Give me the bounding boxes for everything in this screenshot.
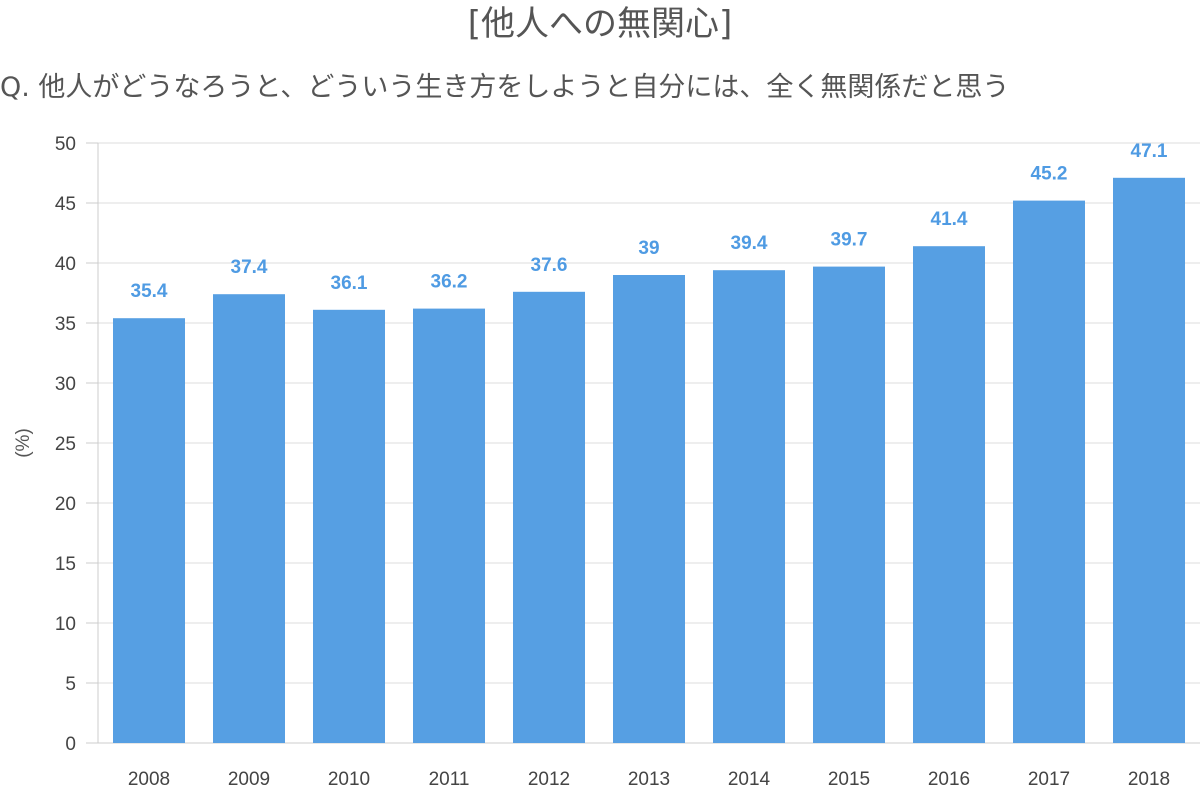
bar-2010 bbox=[313, 309, 385, 743]
y-axis-title: (%) bbox=[13, 428, 34, 458]
data-label-2012: 37.6 bbox=[531, 255, 568, 276]
y-tick-label: 25 bbox=[55, 434, 76, 455]
data-label-2011: 36.2 bbox=[431, 272, 468, 293]
y-tick-label: 35 bbox=[55, 314, 76, 335]
bar-2016 bbox=[913, 246, 985, 743]
x-tick-label-2017: 2017 bbox=[1028, 769, 1070, 790]
y-tick-label: 30 bbox=[55, 374, 76, 395]
x-tick-labels: 2008 2009 2010 2011 2012 2013 2014 2015 2016 2017… bbox=[128, 769, 1170, 790]
chart-title: [他人への無関心] bbox=[467, 4, 733, 44]
data-label-2015: 39.7 bbox=[831, 230, 868, 251]
x-tick-label-2013: 2013 bbox=[628, 769, 670, 790]
data-label-2018: 47.1 bbox=[1131, 141, 1168, 162]
x-tick-label-2009: 2009 bbox=[228, 769, 270, 790]
x-tick-label-2012: 2012 bbox=[528, 769, 570, 790]
bars bbox=[113, 177, 1185, 744]
x-tick-label-2010: 2010 bbox=[328, 769, 370, 790]
data-label-2016: 41.4 bbox=[931, 209, 968, 230]
x-tick-label-2016: 2016 bbox=[928, 769, 970, 790]
data-label-2009: 37.4 bbox=[231, 257, 268, 278]
chart-subtitle: Q. 他人がどうなろうと、どういう生き方をしようと自分には、全く無関係だと思う bbox=[0, 72, 1010, 103]
y-tick-label: 40 bbox=[55, 254, 76, 275]
data-label-2008: 35.4 bbox=[131, 281, 168, 302]
x-tick-label-2014: 2014 bbox=[728, 769, 771, 790]
bar-2014 bbox=[713, 270, 785, 743]
x-tick-label-2011: 2011 bbox=[429, 769, 470, 790]
data-label-2010: 36.1 bbox=[331, 273, 368, 294]
data-label-2017: 45.2 bbox=[1031, 164, 1068, 185]
data-label-2013: 39 bbox=[638, 238, 659, 259]
bar-2017 bbox=[1013, 200, 1085, 744]
y-tick-label: 5 bbox=[65, 674, 76, 695]
y-tick-label: 50 bbox=[55, 134, 76, 155]
data-label-2014: 39.4 bbox=[731, 233, 768, 254]
y-tick-labels: 0 5 10 15 20 25 30 35 40 45 50 bbox=[55, 134, 76, 755]
bar-2012 bbox=[513, 291, 585, 743]
bar-2015 bbox=[813, 266, 885, 743]
x-tick-label-2015: 2015 bbox=[828, 769, 870, 790]
x-tick-label-2008: 2008 bbox=[128, 769, 170, 790]
y-tick-label: 45 bbox=[55, 194, 76, 215]
y-tick-label: 0 bbox=[65, 734, 76, 755]
bar-2018 bbox=[1113, 177, 1185, 744]
y-tick-label: 15 bbox=[55, 554, 76, 575]
bar-2011 bbox=[413, 308, 485, 743]
bar-2013 bbox=[613, 275, 685, 743]
x-tick-label-2018: 2018 bbox=[1128, 769, 1170, 790]
y-tick-label: 10 bbox=[55, 614, 76, 635]
y-tick-label: 20 bbox=[55, 494, 76, 515]
data-labels: 35.4 37.4 36.1 36.2 37.6 39 39.4 39.7 41.4 45.2 47… bbox=[131, 141, 1168, 302]
bar-2009 bbox=[213, 294, 285, 743]
bar-2008 bbox=[113, 318, 185, 743]
